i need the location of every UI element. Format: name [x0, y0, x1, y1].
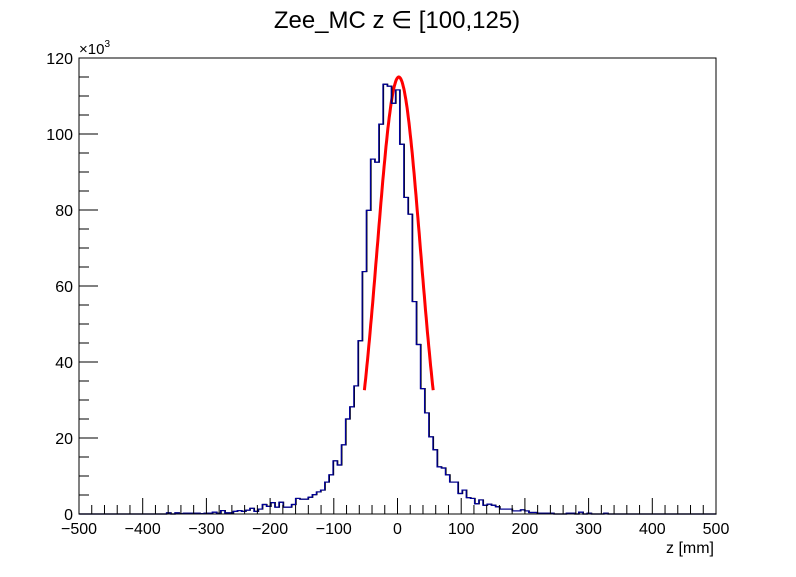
histogram-bin: [504, 509, 508, 514]
histogram-bin: [479, 500, 483, 514]
histogram-bin: [420, 389, 424, 514]
x-tick-label: 500: [703, 521, 730, 538]
histogram-bin: [475, 504, 479, 514]
y-multiplier: ×103: [79, 39, 110, 58]
histogram-bin: [312, 495, 316, 514]
x-tick-label: −100: [316, 521, 352, 538]
histogram-bin: [337, 465, 341, 514]
x-tick-label: 400: [639, 521, 666, 538]
histogram-bin: [462, 490, 466, 514]
histogram-bin: [329, 475, 333, 514]
histogram-bin: [487, 504, 491, 514]
histogram-bin: [433, 450, 437, 514]
y-tick-label: 40: [55, 355, 73, 372]
histogram-bin: [404, 197, 408, 514]
histogram-bin: [441, 468, 445, 514]
histogram-bin: [425, 413, 429, 514]
histogram-bin: [316, 492, 320, 514]
chart-title: Zee_MC z ∈ [100,125): [274, 7, 520, 34]
histogram-bin: [300, 499, 304, 514]
x-axis-label: z [mm]: [666, 540, 714, 557]
x-tick-label: 0: [393, 521, 402, 538]
histogram-bin: [400, 144, 404, 514]
histogram-bin: [345, 419, 349, 514]
y-tick-label: 60: [55, 279, 73, 296]
histogram-bin: [466, 498, 470, 514]
histogram-bin: [387, 86, 391, 514]
x-tick-label: −400: [125, 521, 161, 538]
histogram-bin: [275, 507, 279, 514]
x-tick-label: 200: [512, 521, 539, 538]
y-tick-label: 20: [55, 431, 73, 448]
histogram-bin: [283, 507, 287, 514]
histogram-bin: [412, 302, 416, 514]
histogram-bin: [291, 505, 295, 515]
histogram-bin: [491, 505, 495, 514]
histogram-bin: [366, 210, 370, 514]
histogram-bin: [429, 437, 433, 514]
y-tick-label: 0: [64, 507, 73, 524]
x-tick-label: −200: [252, 521, 288, 538]
histogram-bin: [221, 511, 225, 514]
x-tick-label: −300: [188, 521, 224, 538]
histogram-bin: [508, 509, 512, 514]
histogram-bin: [395, 90, 399, 514]
histogram-bin: [500, 509, 504, 514]
histogram-bin: [237, 511, 241, 514]
histogram-layer: [79, 84, 717, 514]
histogram-bin: [350, 407, 354, 514]
histogram-bin: [271, 503, 275, 514]
histogram-bin: [391, 103, 395, 514]
histogram-bin: [416, 345, 420, 514]
histogram-bin: [375, 162, 379, 514]
histogram-bin: [362, 272, 366, 514]
histogram-bin: [354, 386, 358, 514]
histogram-bin: [379, 124, 383, 514]
histogram-bin: [495, 507, 499, 514]
y-tick-label: 80: [55, 203, 73, 220]
histogram-bin: [246, 510, 250, 514]
histogram-bin: [454, 482, 458, 514]
y-tick-label: 120: [46, 51, 73, 68]
histogram-bin: [250, 508, 254, 514]
x-tick-label: 300: [575, 521, 602, 538]
histogram-bin: [520, 510, 524, 514]
histogram-bin: [295, 498, 299, 514]
histogram-bin: [370, 159, 374, 514]
y-tick-label: 100: [46, 127, 73, 144]
histogram-bin: [437, 467, 441, 514]
histogram-bin: [358, 341, 362, 514]
histogram-bin: [287, 507, 291, 514]
histogram-bin: [325, 482, 329, 514]
histogram-bin: [341, 445, 345, 514]
histogram-bin: [408, 214, 412, 514]
histogram-bin: [258, 509, 262, 514]
x-tick-label: 100: [448, 521, 475, 538]
histogram-bin: [304, 499, 308, 514]
histogram-bin: [262, 505, 266, 515]
histogram-bin: [450, 482, 454, 514]
histogram-bin: [383, 84, 387, 514]
